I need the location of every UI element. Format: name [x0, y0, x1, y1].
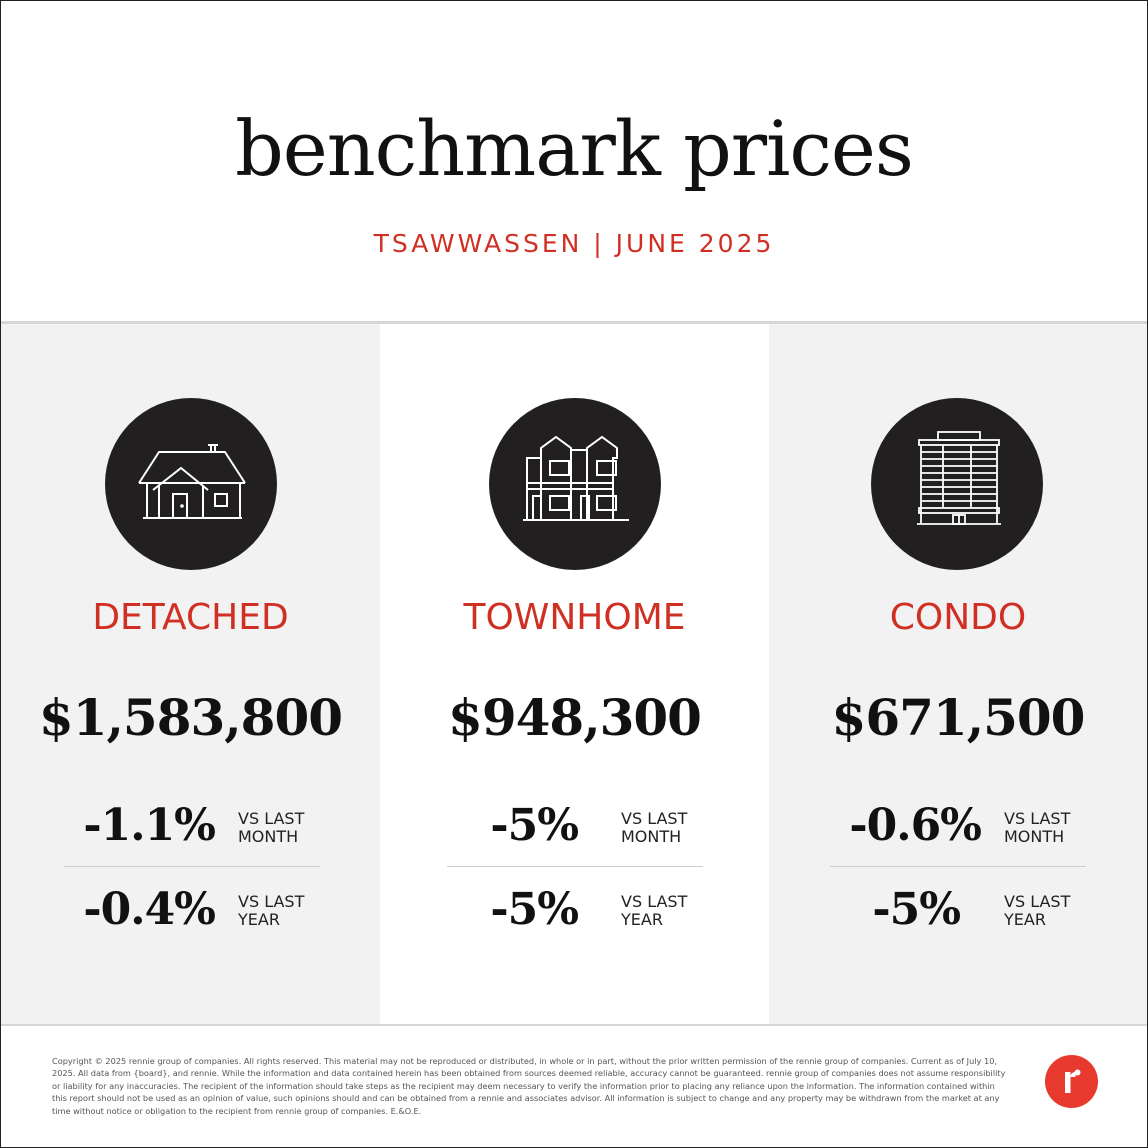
month-change-value: -0.6% [849, 800, 982, 851]
rennie-logo-icon [1045, 1055, 1098, 1108]
benchmark-price: $1,583,800 [38, 688, 343, 747]
vs-last-text: VS LAST [621, 809, 688, 828]
year-change-label: VS LAST YEAR [238, 893, 338, 929]
footer-divider [1, 1024, 1147, 1026]
year-change: -0.4% [61, 880, 216, 940]
year-change-value: -0.4% [83, 884, 216, 935]
year-change-label: VS LAST YEAR [1004, 893, 1104, 929]
period-text: MONTH [238, 827, 299, 846]
month-change-label: VS LAST MONTH [1004, 810, 1104, 846]
header-divider [1, 321, 1147, 324]
year-change-value: -5% [490, 884, 579, 935]
header: benchmark prices TSAWWASSEN | JUNE 2025 [1, 1, 1147, 321]
benchmark-price: $948,300 [448, 688, 702, 747]
condo-building-icon [871, 398, 1043, 570]
panel-detached: DETACHED $1,583,800 -1.1% VS LAST MONTH … [1, 324, 380, 1024]
panel-condo: CONDO $671,500 -0.6% VS LAST MONTH -5% V… [769, 324, 1147, 1024]
year-change-value: -5% [872, 884, 961, 935]
price-panels: DETACHED $1,583,800 -1.1% VS LAST MONTH … [1, 324, 1147, 1024]
month-change-value: -5% [490, 800, 579, 851]
month-change-value: -1.1% [83, 800, 216, 851]
property-type-label: CONDO [889, 597, 1027, 638]
month-change: -0.6% [829, 796, 982, 856]
townhome-icon [489, 398, 661, 570]
copyright-disclaimer: Copyright © 2025 rennie group of compani… [52, 1056, 1006, 1116]
vs-last-text: VS LAST [238, 809, 305, 828]
vs-last-text: VS LAST [1004, 809, 1071, 828]
page-subtitle: TSAWWASSEN | JUNE 2025 [373, 229, 775, 258]
period-text: YEAR [238, 910, 280, 929]
stat-divider [64, 866, 320, 867]
page-title: benchmark prices [235, 104, 914, 193]
period-text: MONTH [1004, 827, 1065, 846]
month-change: -5% [440, 796, 579, 856]
month-change-label: VS LAST MONTH [621, 810, 721, 846]
period-text: MONTH [621, 827, 682, 846]
property-type-label: TOWNHOME [463, 597, 686, 638]
month-change: -1.1% [61, 796, 216, 856]
year-change: -5% [829, 880, 961, 940]
benchmark-price: $671,500 [831, 688, 1086, 747]
panel-townhome: TOWNHOME $948,300 -5% VS LAST MONTH -5% … [380, 324, 769, 1024]
period-text: YEAR [1004, 910, 1046, 929]
detached-house-icon [105, 398, 277, 570]
property-type-label: DETACHED [92, 597, 289, 638]
stat-divider [830, 866, 1086, 867]
stat-divider [447, 866, 703, 867]
vs-last-text: VS LAST [621, 892, 688, 911]
period-text: YEAR [621, 910, 663, 929]
vs-last-text: VS LAST [1004, 892, 1071, 911]
vs-last-text: VS LAST [238, 892, 305, 911]
year-change-label: VS LAST YEAR [621, 893, 721, 929]
year-change: -5% [440, 880, 579, 940]
month-change-label: VS LAST MONTH [238, 810, 338, 846]
